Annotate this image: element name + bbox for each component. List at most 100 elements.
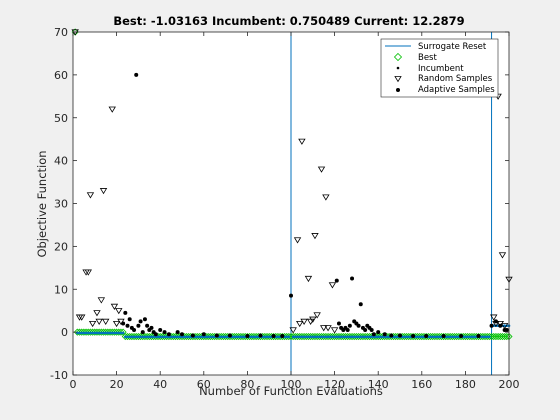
y-tick-label-5: 40 bbox=[54, 155, 68, 168]
incumbent-point-181 bbox=[472, 335, 476, 339]
incumbent-point-31 bbox=[143, 335, 147, 339]
x-tick-label-8: 160 bbox=[411, 378, 432, 391]
incumbent-point-117 bbox=[333, 335, 336, 339]
incumbent-point-43 bbox=[169, 335, 173, 339]
incumbent-point-165 bbox=[437, 335, 441, 339]
incumbent-point-118 bbox=[335, 335, 339, 339]
incumbent-point-12 bbox=[102, 331, 105, 335]
random-sample-24 bbox=[309, 316, 317, 323]
legend-box bbox=[380, 38, 499, 98]
incumbent-point-34 bbox=[150, 335, 153, 339]
random-sample-9 bbox=[97, 297, 106, 304]
incumbent-point-134 bbox=[370, 335, 373, 339]
y-tick-label-7: 60 bbox=[54, 69, 68, 82]
adaptive-sample-21 bbox=[190, 333, 195, 338]
incumbent-point-22 bbox=[124, 335, 127, 339]
adaptive-sample-26 bbox=[258, 333, 263, 338]
incumbent-point-42 bbox=[167, 335, 171, 339]
incumbent-point-180 bbox=[470, 335, 474, 339]
incumbent-point-87 bbox=[265, 335, 269, 339]
incumbent-point-125 bbox=[350, 335, 354, 339]
incumbent-point-26 bbox=[132, 335, 136, 339]
incumbent-point-86 bbox=[263, 335, 267, 339]
adaptive-sample-46 bbox=[369, 327, 374, 332]
incumbent-point-156 bbox=[418, 335, 421, 339]
incumbent-point-8 bbox=[93, 331, 97, 335]
random-sample-25 bbox=[311, 233, 319, 240]
legend-swatch-best bbox=[393, 52, 403, 62]
incumbent-point-13 bbox=[104, 331, 107, 335]
incumbent-point-111 bbox=[320, 335, 323, 339]
adaptive-sample-61 bbox=[504, 327, 509, 332]
adaptive-sample-5 bbox=[132, 327, 137, 332]
incumbent-point-128 bbox=[357, 335, 360, 339]
adaptive-sample-8 bbox=[138, 319, 143, 324]
incumbent-point-179 bbox=[468, 335, 472, 339]
incumbent-point-113 bbox=[324, 335, 328, 339]
y-tick-label-2: 10 bbox=[54, 283, 68, 296]
incumbent-point-169 bbox=[446, 335, 450, 339]
incumbent-point-40 bbox=[163, 335, 166, 339]
adaptive-sample-16 bbox=[158, 327, 163, 332]
y-axis-ticks: -10 0 10 20 30 40 50 60 70 bbox=[50, 26, 509, 382]
incumbent-point-114 bbox=[326, 335, 330, 339]
incumbent-point-62 bbox=[211, 335, 214, 339]
adaptive-sample-35 bbox=[345, 327, 350, 332]
x-tick-label-2: 40 bbox=[153, 378, 167, 391]
incumbent-point-101 bbox=[298, 335, 302, 339]
incumbent-point-48 bbox=[180, 335, 184, 339]
x-tick-label-6: 120 bbox=[324, 378, 345, 391]
incumbent-point-132 bbox=[366, 335, 369, 339]
incumbent-point-33 bbox=[148, 335, 151, 339]
adaptive-sample-58 bbox=[493, 319, 498, 324]
incumbent-point-17 bbox=[113, 331, 116, 335]
random-sample-11 bbox=[101, 318, 110, 325]
adaptive-sample-24 bbox=[227, 333, 232, 338]
incumbent-point-80 bbox=[250, 335, 254, 339]
incumbent-point-155 bbox=[416, 335, 419, 339]
adaptive-sample-31 bbox=[336, 321, 341, 326]
incumbent-point-36 bbox=[154, 335, 158, 339]
legend: Surrogate Reset Best Incumbent Random Sa… bbox=[380, 38, 499, 98]
incumbent-point-129 bbox=[359, 335, 363, 339]
incumbent-point-123 bbox=[346, 335, 349, 339]
incumbent-point-82 bbox=[254, 335, 258, 339]
incumbent-point-164 bbox=[435, 335, 439, 339]
random-sample-19 bbox=[296, 320, 304, 328]
adaptive-sample-20 bbox=[180, 332, 184, 337]
adaptive-sample-49 bbox=[382, 332, 387, 337]
adaptive-sample-9 bbox=[140, 330, 145, 335]
incumbent-point-119 bbox=[337, 335, 341, 339]
best-point-22 bbox=[119, 328, 127, 336]
incumbent-point-98 bbox=[291, 335, 295, 339]
incumbent-point-124 bbox=[348, 335, 352, 339]
random-sample-26 bbox=[313, 312, 321, 319]
best-point-21 bbox=[117, 328, 125, 336]
adaptive-sample-43 bbox=[363, 327, 368, 332]
incumbent-point-75 bbox=[239, 335, 243, 339]
x-tick-label-10: 200 bbox=[499, 378, 520, 391]
random-sample-2 bbox=[78, 314, 86, 321]
incumbent-point-16 bbox=[110, 331, 114, 335]
random-sample-10 bbox=[99, 188, 108, 195]
incumbent-point-139 bbox=[381, 335, 384, 339]
random-sample-12 bbox=[108, 106, 116, 113]
incumbent-point-51 bbox=[187, 335, 190, 339]
incumbent-point-109 bbox=[315, 335, 319, 339]
incumbent-point-9 bbox=[95, 331, 99, 335]
incumbent-point-137 bbox=[376, 335, 380, 339]
random-sample-31 bbox=[328, 282, 337, 289]
adaptive-sample-25 bbox=[245, 333, 250, 338]
incumbent-point-41 bbox=[165, 335, 169, 339]
incumbent-point-177 bbox=[464, 335, 467, 339]
incumbent-point-38 bbox=[158, 335, 162, 339]
incumbent-point-88 bbox=[267, 335, 271, 339]
incumbent-point-105 bbox=[307, 335, 310, 339]
adaptive-sample-36 bbox=[347, 323, 352, 328]
random-sample-4 bbox=[84, 269, 92, 276]
adaptive-sample-22 bbox=[201, 332, 206, 337]
legend-label-best: Best bbox=[418, 53, 437, 63]
incumbent-point-172 bbox=[453, 335, 456, 339]
random-sample-38 bbox=[500, 323, 509, 330]
y-tick-label-4: 30 bbox=[54, 198, 68, 211]
